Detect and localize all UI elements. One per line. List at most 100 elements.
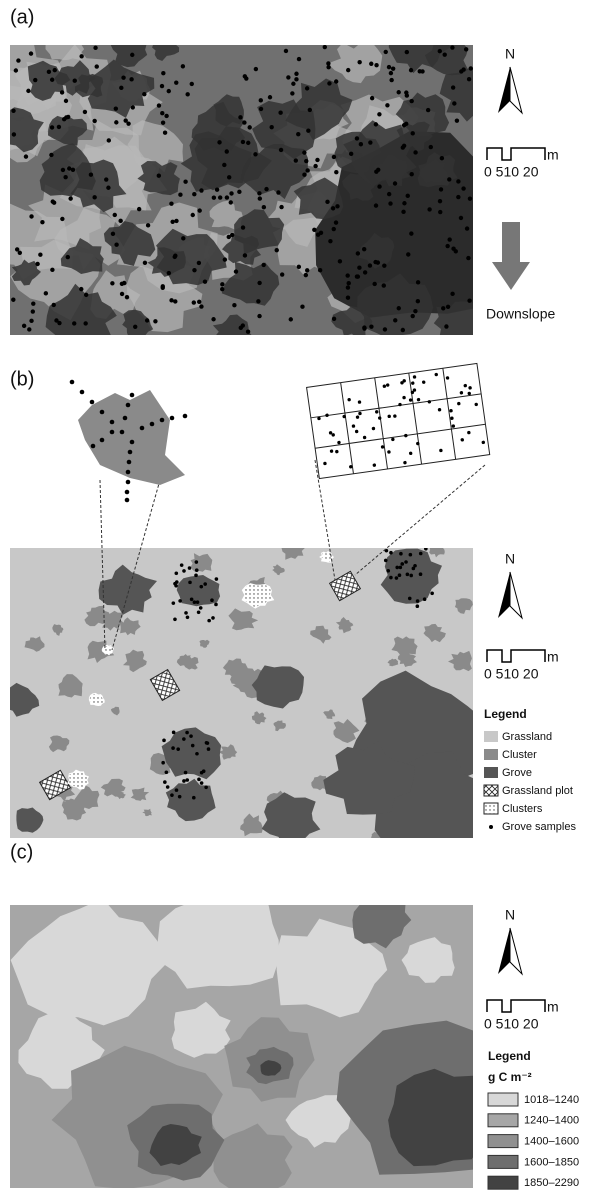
sample-point (225, 149, 229, 153)
grove-sample (215, 577, 219, 581)
sample-point (456, 179, 460, 183)
downslope-label: Downslope (486, 306, 555, 322)
sample-point (191, 213, 195, 217)
sample-point (35, 262, 39, 266)
sample-point (167, 271, 171, 275)
page: Figure body { margin: 0; background: #ff… (0, 0, 603, 1193)
grove-sample (400, 562, 404, 566)
sample-point (73, 79, 77, 83)
grove-sample (199, 585, 203, 589)
sample-point (409, 231, 413, 235)
sample-point (93, 46, 97, 50)
legend-item: Grove (502, 767, 532, 779)
sample-point (92, 119, 96, 123)
legend-swatch (488, 1176, 518, 1189)
grove-sample (189, 734, 193, 738)
inset-sample (100, 410, 105, 415)
grove-sample (195, 560, 199, 564)
sample-point (29, 51, 33, 55)
grove-sample (175, 788, 179, 792)
sample-point (374, 203, 378, 207)
sample-point (72, 321, 76, 325)
sample-point (26, 89, 30, 93)
sample-point (119, 86, 123, 90)
grove-sample (200, 771, 204, 775)
inset-sample (140, 426, 145, 431)
sample-point (308, 108, 312, 112)
sample-point (467, 298, 471, 302)
sample-point (130, 53, 134, 57)
sample-point (332, 227, 336, 231)
sample-point (254, 67, 258, 71)
sample-point (325, 200, 329, 204)
sample-point (404, 90, 408, 94)
sample-point (199, 304, 203, 308)
sample-point (286, 75, 290, 79)
sample-point (467, 77, 471, 81)
sample-point (114, 242, 118, 246)
inset-sample (160, 418, 165, 423)
grove-sample (172, 731, 176, 735)
sample-point (50, 78, 54, 82)
sample-point (222, 163, 226, 167)
sample-point (229, 200, 233, 204)
sample-point (146, 223, 150, 227)
sample-point (129, 77, 133, 81)
grove-sample (171, 746, 175, 750)
sample-point (174, 80, 178, 84)
sample-point (160, 84, 164, 88)
sample-point (402, 201, 406, 205)
sample-point (256, 299, 260, 303)
sample-point (104, 177, 108, 181)
scale-ticks: 0 510 20 (484, 1016, 539, 1032)
sample-point (409, 68, 413, 72)
sample-point (385, 103, 389, 107)
grove-sample (207, 747, 211, 751)
sample-point (451, 85, 455, 89)
sample-point (362, 326, 366, 330)
grove-sample (200, 781, 204, 785)
sample-point (241, 225, 245, 229)
sample-point (334, 220, 338, 224)
legend-item: Grassland plot (502, 785, 573, 797)
inset-sample (110, 420, 115, 425)
legend-swatch (489, 825, 493, 829)
sample-point (450, 45, 454, 49)
sample-point (451, 247, 455, 251)
grove-sample (188, 581, 192, 585)
sample-point (331, 206, 335, 210)
grove-sample (400, 538, 404, 542)
legend-item: 1018–1240 (524, 1094, 579, 1106)
scale-ticks: 0 510 20 (484, 666, 539, 682)
sample-point (253, 152, 257, 156)
sample-point (83, 321, 87, 325)
sample-point (441, 306, 445, 310)
sample-point (304, 159, 308, 163)
sample-point (372, 282, 376, 286)
sample-point (411, 314, 415, 318)
grove-sample (195, 568, 199, 572)
sample-point (264, 187, 268, 191)
sample-point (63, 175, 67, 179)
sample-point (420, 69, 424, 73)
inset-sample (123, 416, 128, 421)
grove-sample (423, 597, 427, 601)
grove-sample (162, 739, 166, 743)
grove-sample (214, 603, 218, 607)
sample-point (178, 193, 182, 197)
sample-point (332, 155, 336, 159)
grove-sample (195, 752, 199, 756)
sample-point (161, 71, 165, 75)
inset-sample (130, 393, 135, 398)
sample-point (68, 196, 72, 200)
legend-unit: g C m⁻² (488, 1070, 532, 1084)
legend-swatch (488, 1155, 518, 1168)
grove-sample (412, 567, 416, 571)
grove-sample (385, 539, 389, 543)
sample-point (190, 82, 194, 86)
sample-point (312, 228, 316, 232)
sample-point (234, 269, 238, 273)
grove-sample (399, 566, 403, 570)
sample-point (16, 58, 20, 62)
grove-sample (173, 582, 177, 586)
